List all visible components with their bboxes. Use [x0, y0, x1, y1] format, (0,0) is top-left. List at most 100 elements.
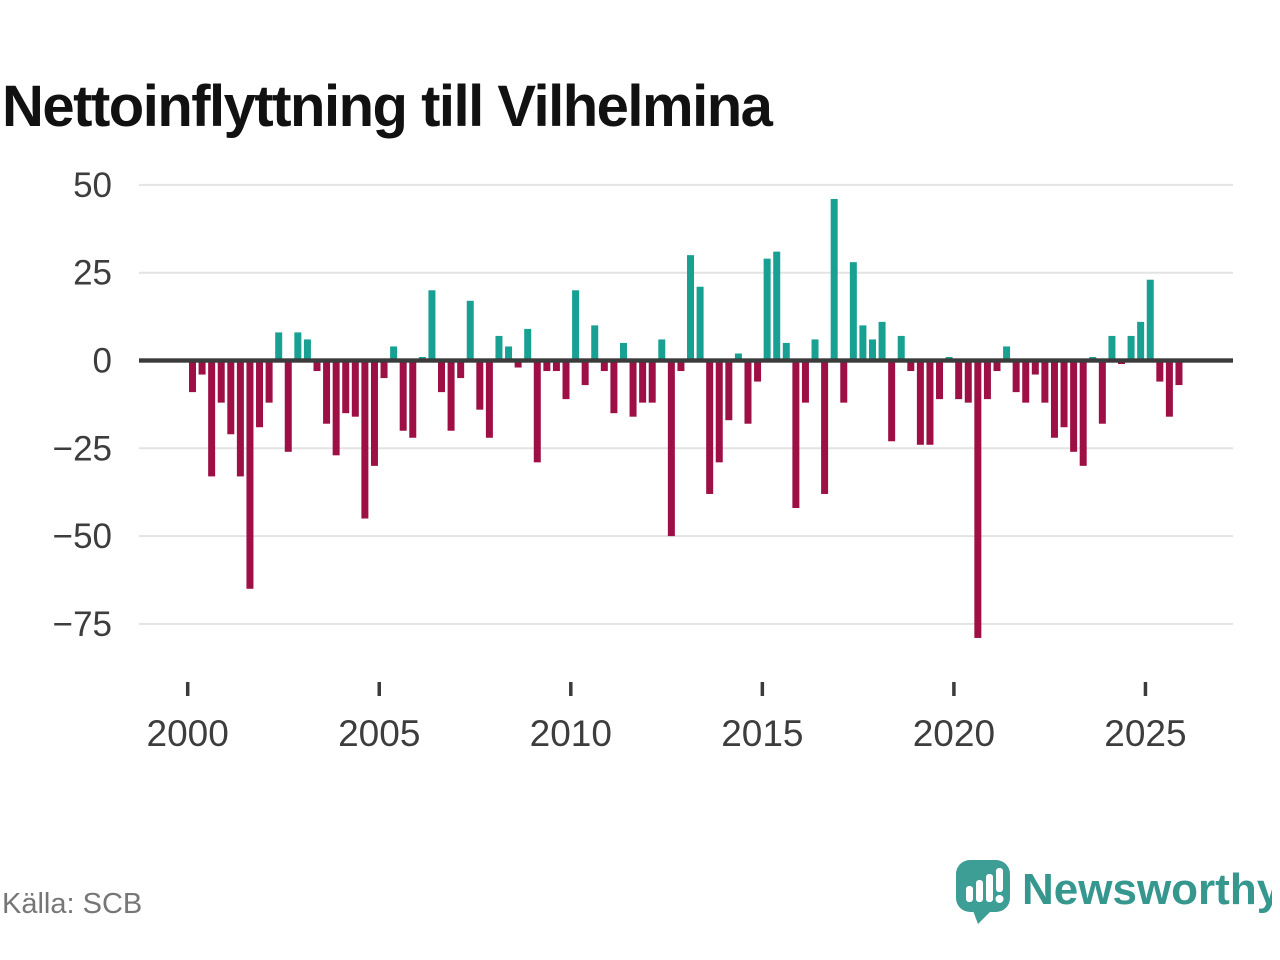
bar: [428, 290, 436, 361]
page-title: Nettoinflyttning till Vilhelmina: [2, 73, 773, 139]
newsworthy-bubble-icon: [956, 860, 1010, 924]
bar: [1060, 360, 1068, 428]
bar: [773, 251, 781, 361]
bar: [533, 360, 541, 463]
bar: [1031, 360, 1039, 375]
bar: [1012, 360, 1020, 393]
x-tick-label: 2025: [1104, 713, 1186, 754]
bar: [840, 360, 848, 403]
bar: [361, 360, 369, 519]
bar: [294, 332, 302, 361]
bar: [610, 360, 618, 414]
bar: [830, 198, 838, 361]
bar: [706, 360, 714, 494]
bar: [466, 300, 474, 361]
bar: [370, 360, 378, 466]
bar: [1050, 360, 1058, 438]
bar: [859, 325, 867, 361]
brand-wordmark: Newsworthy: [1022, 865, 1272, 914]
bar: [284, 360, 292, 452]
bar: [1079, 360, 1087, 466]
bar: [514, 360, 522, 368]
bar: [868, 339, 876, 361]
bar: [907, 360, 915, 372]
bar: [275, 332, 283, 361]
bar: [447, 360, 455, 431]
bar: [600, 360, 608, 372]
bar: [648, 360, 656, 403]
y-tick-label: −25: [53, 429, 112, 468]
bar: [955, 360, 963, 400]
bar: [1165, 360, 1173, 417]
bar: [754, 360, 762, 382]
bar: [1098, 360, 1106, 424]
bar: [1175, 360, 1183, 386]
bar: [457, 360, 465, 379]
bar: [265, 360, 273, 403]
y-tick-label: 0: [93, 342, 112, 381]
bar: [687, 255, 695, 361]
bar: [849, 262, 857, 361]
bar: [744, 360, 752, 424]
bar: [198, 360, 206, 375]
bar: [476, 360, 484, 410]
y-tick-label: 25: [73, 254, 112, 293]
bar: [543, 360, 551, 372]
brand-logo: Newsworthy: [956, 860, 1272, 924]
bar: [964, 360, 972, 403]
bar: [792, 360, 800, 508]
bar: [581, 360, 589, 386]
bar: [323, 360, 331, 424]
bar: [801, 360, 809, 403]
bar: [380, 360, 388, 379]
bar: [734, 353, 742, 361]
bar: [619, 342, 627, 361]
bar: [524, 328, 532, 361]
bar: [591, 325, 599, 361]
bar: [256, 360, 264, 428]
bar: [208, 360, 216, 477]
bar: [916, 360, 924, 445]
y-tick-label: −50: [53, 517, 112, 556]
bar: [936, 360, 944, 400]
bar: [332, 360, 340, 456]
bar: [236, 360, 244, 477]
bar: [485, 360, 493, 438]
bar: [303, 339, 311, 361]
source-note: Källa: SCB: [2, 888, 143, 920]
y-tick-label: −75: [53, 605, 112, 644]
x-tick-label: 2010: [530, 713, 612, 754]
bar: [1108, 335, 1116, 361]
bar: [888, 360, 896, 442]
bar: [246, 360, 254, 589]
bar: [658, 339, 666, 361]
bar: [562, 360, 570, 400]
bar: [878, 321, 886, 361]
zero-line: [139, 358, 1233, 363]
bar: [1156, 360, 1164, 382]
bar: [715, 360, 723, 463]
bar: [188, 360, 196, 393]
bar: [897, 335, 905, 361]
bar: [725, 360, 733, 421]
bar: [667, 360, 675, 537]
bar: [639, 360, 647, 403]
bar: [1127, 335, 1135, 361]
bar: [351, 360, 359, 417]
x-tick-label: 2015: [721, 713, 803, 754]
x-tick-label: 2000: [147, 713, 229, 754]
y-tick-label: 50: [73, 166, 112, 205]
bar: [1137, 321, 1145, 361]
bar: [552, 360, 560, 372]
bar: [313, 360, 321, 372]
x-tick-label: 2005: [338, 713, 420, 754]
bar: [227, 360, 235, 435]
bar: [993, 360, 1001, 372]
bar: [1022, 360, 1030, 403]
bar: [399, 360, 407, 431]
bar: [629, 360, 637, 417]
bar: [926, 360, 934, 445]
bar: [409, 360, 417, 438]
bar: [782, 342, 790, 361]
bar: [495, 335, 503, 361]
